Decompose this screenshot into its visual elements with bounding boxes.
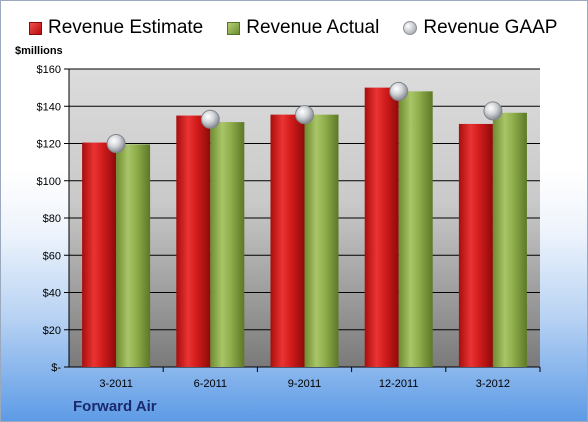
legend-label-estimate: Revenue Estimate — [48, 17, 204, 38]
legend-swatch-actual — [227, 21, 241, 35]
y-tick-label: $140 — [37, 101, 61, 113]
bar-revenue-actual — [492, 112, 527, 367]
bar-revenue-actual — [116, 144, 151, 367]
y-axis-unit-label: $millions — [15, 45, 63, 57]
legend: Revenue Estimate Revenue Actual Revenue … — [29, 17, 557, 39]
y-tick-label: $- — [51, 362, 61, 374]
x-tick-label: 12-2011 — [379, 378, 419, 390]
legend-swatch-gaap — [403, 21, 418, 35]
company-name: Forward Air — [73, 398, 157, 415]
bar-revenue-estimate — [82, 142, 117, 367]
bar-revenue-estimate — [458, 123, 493, 367]
y-tick-label: $120 — [37, 139, 61, 151]
bar-revenue-actual — [210, 122, 245, 367]
bar-revenue-actual — [304, 114, 339, 367]
y-tick-label: $40 — [43, 288, 61, 300]
y-tick-label: $160 — [37, 64, 61, 76]
y-tick-label: $80 — [43, 213, 61, 225]
marker-revenue-gaap — [295, 105, 314, 125]
y-tick-label: $20 — [43, 325, 61, 337]
x-tick-label: 3-2012 — [476, 378, 510, 390]
legend-swatch-estimate — [29, 21, 42, 35]
marker-revenue-gaap — [483, 101, 503, 121]
x-tick-label: 3-2011 — [99, 378, 132, 390]
x-tick-label: 9-2011 — [288, 378, 321, 390]
bar-revenue-actual — [398, 91, 433, 367]
y-tick-label: $60 — [43, 250, 61, 262]
x-tick-label: 6-2011 — [194, 378, 227, 390]
legend-item-actual: Revenue Actual — [227, 17, 379, 39]
bar-revenue-estimate — [176, 115, 211, 367]
y-tick-label: $100 — [37, 176, 61, 188]
marker-revenue-gaap — [389, 81, 409, 101]
bar-revenue-estimate — [364, 87, 399, 367]
legend-label-actual: Revenue Actual — [246, 17, 380, 38]
legend-item-gaap: Revenue GAAP — [403, 17, 557, 39]
legend-item-estimate: Revenue Estimate — [29, 17, 203, 39]
marker-revenue-gaap — [106, 134, 126, 153]
marker-revenue-gaap — [200, 109, 220, 129]
bar-revenue-estimate — [270, 114, 305, 367]
legend-label-gaap: Revenue GAAP — [423, 17, 558, 38]
